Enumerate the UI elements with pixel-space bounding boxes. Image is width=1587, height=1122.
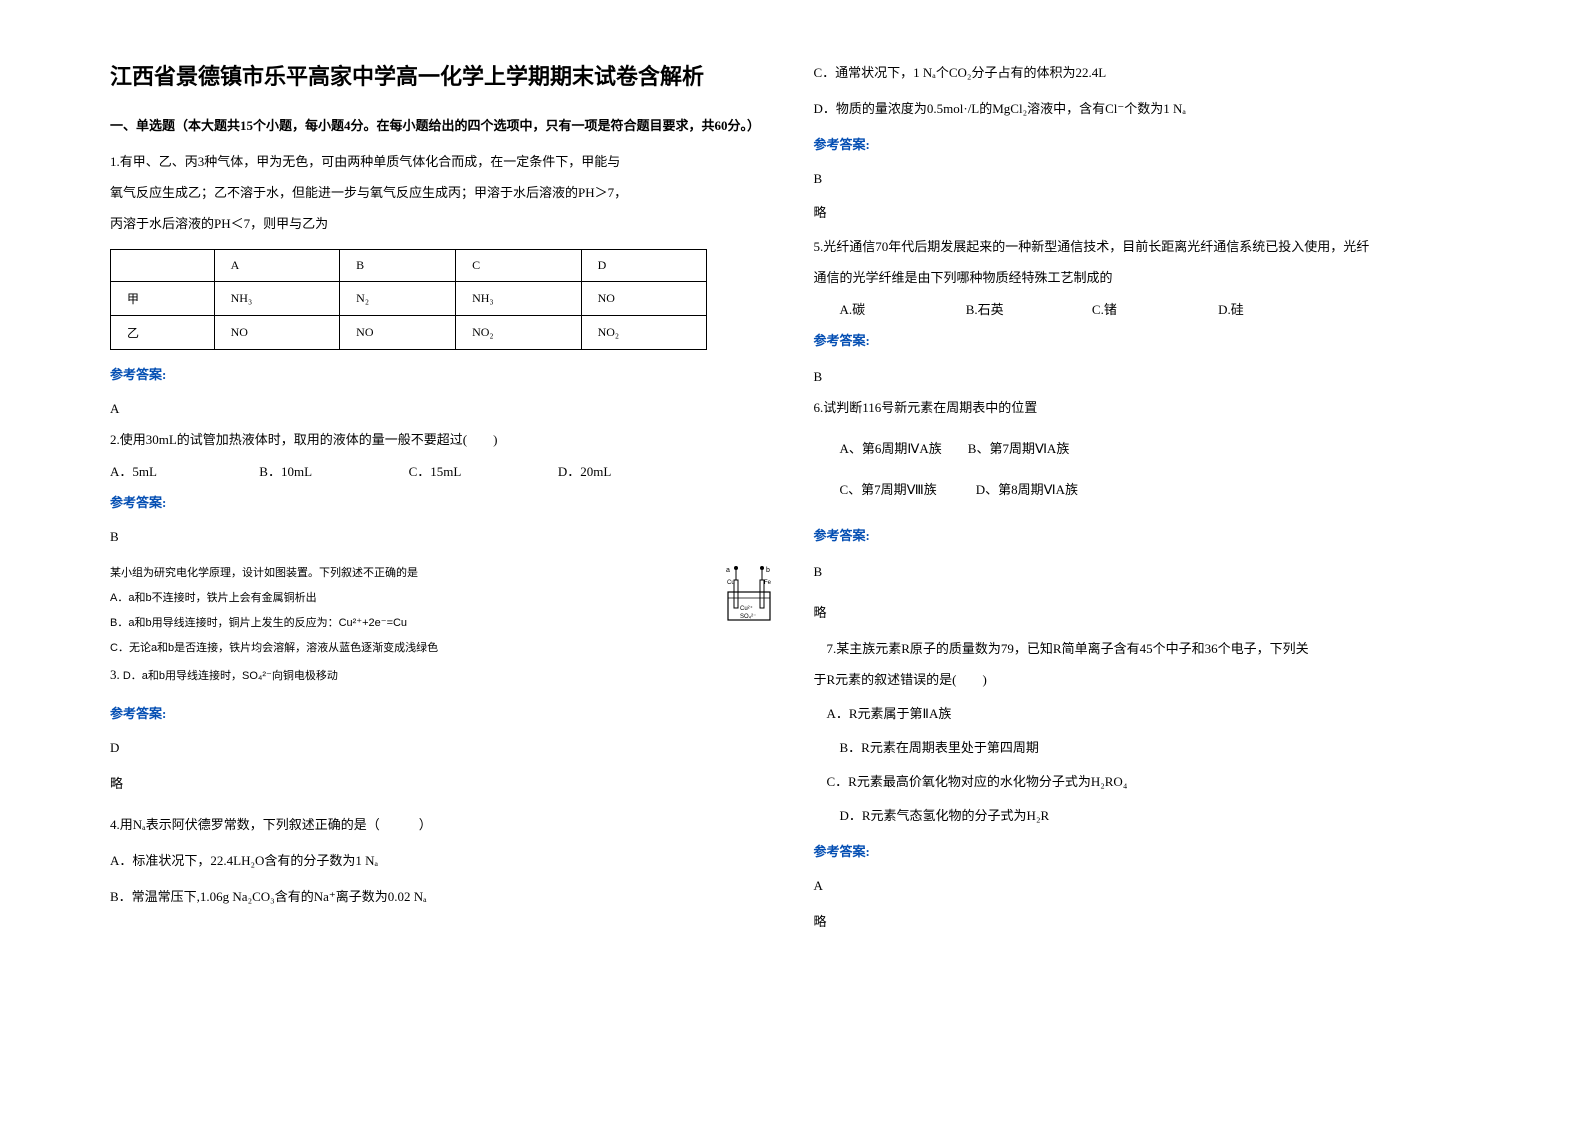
q4-opt-a: A．标准状况下，22.4LH₂O含有的分子数为1 Nₐ <box>110 848 774 874</box>
q4-opt-d: D．物质的量浓度为0.5mol·/L的MgCl₂溶液中，含有Cl⁻个数为1 Nₐ <box>814 96 1478 122</box>
option-d: D.硅 <box>1218 299 1344 318</box>
q5-stem-2: 通信的光学纤维是由下列哪种物质经特殊工艺制成的 <box>814 265 1478 291</box>
q3-text: 某小组为研究电化学原理，设计如图装置。下列叙述不正确的是 A．a和b不连接时，铁… <box>110 562 714 691</box>
q6-note: 略 <box>814 600 1478 626</box>
answer-label: 参考答案: <box>110 362 774 388</box>
table-cell: NO₂ <box>456 316 582 350</box>
circuit-diagram-icon: a b Cu Fe Cu²⁺ SO₄²⁻ <box>724 562 774 632</box>
q5-stem-1: 5.光纤通信70年代后期发展起来的一种新型通信技术，目前长距离光纤通信系统已投入… <box>814 234 1478 260</box>
q1-stem-1: 1.有甲、乙、丙3种气体，甲为无色，可由两种单质气体化合而成，在一定条件下，甲能… <box>110 149 774 175</box>
q4-opt-c: C．通常状况下，1 Nₐ个CO₂分子占有的体积为22.4L <box>814 60 1478 86</box>
q1-answer: A <box>110 396 774 422</box>
answer-label: 参考答案: <box>814 523 1478 549</box>
table-cell: B <box>340 250 456 282</box>
left-column: 江西省景德镇市乐平高家中学高一化学上学期期末试卷含解析 一、单选题（本大题共15… <box>90 60 794 1062</box>
q3-answer: D <box>110 735 774 761</box>
table-cell <box>111 250 215 282</box>
table-cell: NH₃ <box>214 282 340 316</box>
answer-label: 参考答案: <box>110 490 774 516</box>
option-a: A．5mL <box>110 461 259 480</box>
svg-text:b: b <box>766 567 770 574</box>
table-cell: NO <box>581 282 707 316</box>
option-d: D．20mL <box>558 461 707 480</box>
answer-label: 参考答案: <box>110 701 774 727</box>
table-cell: N₂ <box>340 282 456 316</box>
right-column: C．通常状况下，1 Nₐ个CO₂分子占有的体积为22.4L D．物质的量浓度为0… <box>794 60 1498 1062</box>
q4-stem: 4.用Nₐ表示阿伏德罗常数，下列叙述正确的是（ ） <box>110 812 774 838</box>
q1-stem-3: 丙溶于水后溶液的PH＜7，则甲与乙为 <box>110 211 774 237</box>
table-cell: D <box>581 250 707 282</box>
answer-label: 参考答案: <box>814 839 1478 865</box>
q3-prefix: 3. <box>110 667 120 682</box>
q5-options: A.碳 B.石英 C.锗 D.硅 <box>814 299 1345 318</box>
table-cell: 乙 <box>111 316 215 350</box>
q4-note: 略 <box>814 200 1478 226</box>
table-cell: A <box>214 250 340 282</box>
answer-label: 参考答案: <box>814 132 1478 158</box>
q1-stem-2: 氧气反应生成乙；乙不溶于水，但能进一步与氧气反应生成丙；甲溶于水后溶液的PH＞7… <box>110 180 774 206</box>
svg-text:SO₄²⁻: SO₄²⁻ <box>740 614 756 620</box>
q7-answer: A <box>814 873 1478 899</box>
q7-stem-1: 7.某主族元素R原子的质量数为79，已知R简单离子含有45个中子和36个电子，下… <box>814 636 1478 662</box>
q7-stem-2: 于R元素的叙述错误的是( ) <box>814 667 1478 693</box>
q3-opt-c: C．无论a和b是否连接，铁片均会溶解，溶液从蓝色逐渐变成浅绿色 <box>110 637 714 659</box>
option-a: A.碳 <box>840 299 966 318</box>
svg-text:a: a <box>726 567 730 574</box>
q2-stem: 2.使用30mL的试管加热液体时，取用的液体的量一般不要超过( ) <box>110 427 774 453</box>
table-cell: NO₂ <box>581 316 707 350</box>
q6-opts-cd: C、第7周期Ⅷ族 D、第8周期ⅥA族 <box>814 477 1478 503</box>
svg-text:Fe: Fe <box>764 580 772 586</box>
q3-note: 略 <box>110 771 774 797</box>
table-cell: C <box>456 250 582 282</box>
section-header: 一、单选题（本大题共15个小题，每小题4分。在每小题给出的四个选项中，只有一项是… <box>110 113 774 139</box>
q4-opt-b: B．常温常压下,1.06g Na₂CO₃含有的Na⁺离子数为0.02 Nₐ <box>110 884 774 910</box>
option-c: C．15mL <box>409 461 558 480</box>
q1-table: A B C D 甲 NH₃ N₂ NH₃ NO 乙 NO NO NO₂ NO₂ <box>110 249 707 350</box>
option-b: B．10mL <box>259 461 408 480</box>
table-cell: NO <box>214 316 340 350</box>
q6-stem: 6.试判断116号新元素在周期表中的位置 <box>814 395 1478 421</box>
q7-opt-c: C．R元素最高价氧化物对应的水化物分子式为H₂RO₄ <box>814 769 1478 795</box>
q4-answer: B <box>814 166 1478 192</box>
q5-answer: B <box>814 364 1478 390</box>
q3-opt-b: B．a和b用导线连接时，铜片上发生的反应为：Cu²⁺+2e⁻=Cu <box>110 612 714 634</box>
option-b: B.石英 <box>966 299 1092 318</box>
table-row: 甲 NH₃ N₂ NH₃ NO <box>111 282 707 316</box>
q7-note: 略 <box>814 909 1478 935</box>
table-cell: NO <box>340 316 456 350</box>
option-c: C.锗 <box>1092 299 1218 318</box>
q7-opt-a: A．R元素属于第ⅡA族 <box>814 701 1478 727</box>
q7-opt-b: B．R元素在周期表里处于第四周期 <box>814 735 1478 761</box>
q6-opts-ab: A、第6周期ⅣA族 B、第7周期ⅥA族 <box>814 436 1478 462</box>
q7-opt-d: D．R元素气态氢化物的分子式为H₂R <box>814 803 1478 829</box>
q2-answer: B <box>110 524 774 550</box>
answer-label: 参考答案: <box>814 328 1478 354</box>
table-cell: NH₃ <box>456 282 582 316</box>
table-row: A B C D <box>111 250 707 282</box>
q2-options: A．5mL B．10mL C．15mL D．20mL <box>110 461 707 480</box>
q3-opt-a: A．a和b不连接时，铁片上会有金属铜析出 <box>110 587 714 609</box>
exam-title: 江西省景德镇市乐平高家中学高一化学上学期期末试卷含解析 <box>110 60 774 93</box>
q3-stem: 某小组为研究电化学原理，设计如图装置。下列叙述不正确的是 <box>110 562 714 584</box>
table-cell: 甲 <box>111 282 215 316</box>
q3-opt-d: D．a和b用导线连接时，SO₄²⁻向铜电极移动 <box>123 670 338 682</box>
q6-answer: B <box>814 559 1478 585</box>
table-row: 乙 NO NO NO₂ NO₂ <box>111 316 707 350</box>
svg-text:Cu²⁺: Cu²⁺ <box>740 605 753 612</box>
q3-block: 某小组为研究电化学原理，设计如图装置。下列叙述不正确的是 A．a和b不连接时，铁… <box>110 562 774 691</box>
